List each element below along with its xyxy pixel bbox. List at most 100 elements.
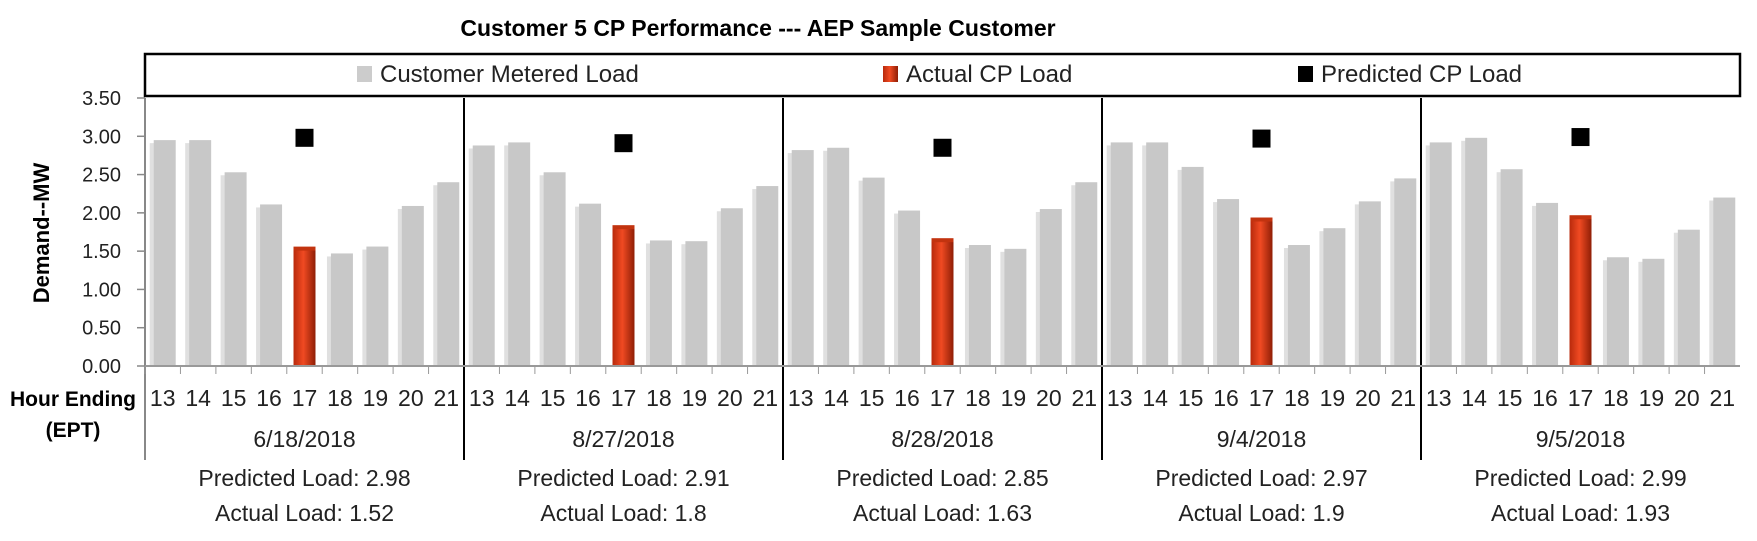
y-tick-label: 1.00 (82, 279, 121, 301)
x-tick-label: 19 (682, 385, 708, 411)
x-tick-label: 19 (1320, 385, 1346, 411)
actual-cp-bar-cap (1569, 215, 1592, 220)
y-tick-label: 2.00 (82, 203, 121, 225)
day-group-8-28-2018: 13 14 15 16 17 18 19 20 21 8/28/2018 Predicted Loa… (782, 98, 1098, 526)
metered-bar (756, 186, 779, 366)
x-tick-label: 21 (752, 385, 778, 411)
predicted-cp-marker (614, 134, 633, 153)
metered-bar (968, 245, 991, 366)
x-tick-label: 14 (1142, 385, 1168, 411)
metered-bar (1181, 166, 1204, 366)
metered-bar (1004, 248, 1027, 366)
legend-swatch-actual (883, 66, 898, 82)
metered-bar (189, 140, 212, 366)
day-date-label: 6/18/2018 (253, 426, 355, 452)
x-tick-label: 20 (717, 385, 743, 411)
y-tick-label: 2.50 (82, 165, 121, 187)
actual-cp-bar (1250, 220, 1273, 366)
actual-load-label: Actual Load: 1.93 (1491, 500, 1670, 526)
legend-swatch-predicted (1298, 66, 1313, 82)
predicted-load-label: Predicted Load: 2.97 (1155, 465, 1367, 491)
predicted-cp-marker (1252, 129, 1271, 148)
x-tick-label: 18 (965, 385, 991, 411)
legend-label-predicted: Predicted CP Load (1321, 61, 1522, 88)
actual-cp-bar-cap (1250, 217, 1273, 222)
x-axis-label-line2: (EPT) (46, 419, 101, 442)
metered-bar (579, 203, 602, 366)
metered-bar (1217, 199, 1240, 366)
x-axis-label-line1: Hour Ending (10, 388, 136, 411)
metered-bar (1075, 182, 1098, 366)
actual-cp-bar-cap (612, 225, 635, 230)
x-tick-label: 19 (1639, 385, 1665, 411)
metered-bar (508, 142, 531, 366)
x-tick-label: 20 (1674, 385, 1700, 411)
y-tick-label: 1.50 (82, 241, 121, 263)
x-tick-label: 19 (1001, 385, 1027, 411)
x-tick-label: 18 (1603, 385, 1629, 411)
x-tick-label: 19 (363, 385, 389, 411)
predicted-load-label: Predicted Load: 2.91 (517, 465, 729, 491)
y-tick-label: 0.50 (82, 318, 121, 340)
x-tick-label: 17 (1249, 385, 1275, 411)
predicted-load-label: Predicted Load: 2.99 (1474, 465, 1686, 491)
x-tick-label: 13 (150, 385, 176, 411)
day-date-label: 8/27/2018 (572, 426, 674, 452)
x-tick-label: 18 (1284, 385, 1310, 411)
metered-bar (898, 210, 921, 366)
metered-bar (153, 140, 176, 366)
actual-load-label: Actual Load: 1.52 (215, 500, 394, 526)
x-tick-label: 16 (575, 385, 601, 411)
x-tick-label: 13 (469, 385, 495, 411)
metered-bar (1500, 169, 1523, 366)
legend-label-metered: Customer Metered Load (380, 61, 639, 88)
metered-bar (649, 240, 672, 366)
metered-bar (401, 205, 424, 366)
actual-cp-bar (1569, 218, 1592, 366)
metered-bar (1039, 209, 1062, 366)
actual-load-label: Actual Load: 1.9 (1178, 500, 1344, 526)
actual-cp-bar (612, 228, 635, 366)
x-tick-label: 13 (1107, 385, 1133, 411)
metered-bar (862, 177, 885, 366)
metered-bar (1110, 142, 1133, 366)
legend-label-actual: Actual CP Load (906, 61, 1072, 88)
metered-bar (224, 172, 247, 366)
x-tick-label: 15 (1178, 385, 1204, 411)
day-date-label: 9/4/2018 (1217, 426, 1307, 452)
predicted-cp-marker (295, 128, 314, 147)
x-tick-label: 14 (1461, 385, 1487, 411)
day-date-label: 8/28/2018 (891, 426, 993, 452)
x-tick-label: 20 (398, 385, 424, 411)
metered-bar (1677, 229, 1700, 366)
actual-cp-bar (931, 241, 954, 366)
x-tick-label: 14 (823, 385, 849, 411)
x-tick-label: 18 (646, 385, 672, 411)
plot-area: 0.00 0.50 1.00 1.50 2.00 2.50 3.00 3.50 13 14 15 16… (82, 88, 1740, 526)
x-tick-label: 20 (1355, 385, 1381, 411)
metered-bar (1536, 202, 1559, 366)
x-tick-label: 15 (540, 385, 566, 411)
x-tick-label: 17 (930, 385, 956, 411)
metered-bar (260, 204, 283, 366)
metered-bar (720, 208, 743, 366)
y-tick-label: 0.00 (82, 356, 121, 378)
day-group-9-4-2018: 13 14 15 16 17 18 19 20 21 9/4/2018 Predicted Load… (1101, 98, 1417, 526)
day-group-8-27-2018: 13 14 15 16 17 18 19 20 21 8/27/2018 Predicted Loa… (463, 98, 779, 526)
y-tick-label: 3.50 (82, 88, 121, 110)
x-tick-label: 13 (788, 385, 814, 411)
day-group-9-5-2018: 13 14 15 16 17 18 19 20 21 9/5/2018 Predicted Load… (1420, 98, 1736, 526)
x-tick-label: 21 (1709, 385, 1735, 411)
day-group-6-18-2018: 13 14 15 16 17 18 19 20 21 6/18/2018 Predicted Loa… (144, 128, 460, 526)
metered-bar (1287, 245, 1310, 366)
x-tick-label: 16 (256, 385, 282, 411)
metered-bar (685, 241, 708, 366)
chart-title: Customer 5 CP Performance --- AEP Sample… (460, 15, 1055, 41)
metered-bar (472, 145, 495, 366)
predicted-cp-marker (1571, 128, 1590, 147)
actual-load-label: Actual Load: 1.63 (853, 500, 1032, 526)
x-tick-label: 20 (1036, 385, 1062, 411)
x-tick-label: 13 (1426, 385, 1452, 411)
metered-bar (1642, 258, 1665, 366)
